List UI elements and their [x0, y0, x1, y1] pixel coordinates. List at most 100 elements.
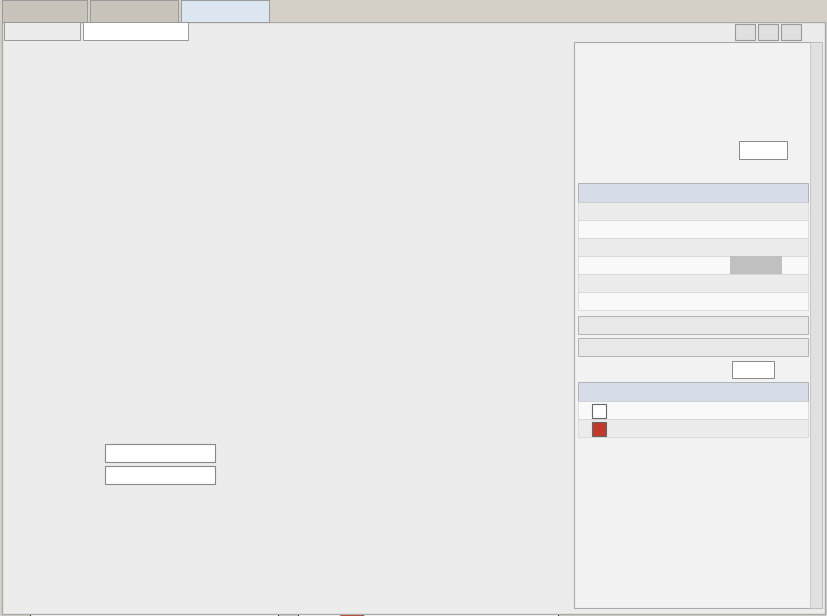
Text: ☑  Show query points: ☑ Show query points — [584, 107, 697, 117]
Text: 1.6966: 1.6966 — [366, 495, 399, 505]
Bar — [358, 582, 363, 596]
Bar — [361, 489, 363, 504]
Bar — [356, 565, 363, 580]
Text: Avg. predicted class score: Avg. predicted class score — [302, 495, 429, 505]
Y-axis label: Predictor: Predictor — [201, 533, 211, 583]
Point — [152, 532, 165, 541]
Point — [160, 559, 173, 569]
Text: 429: 429 — [759, 224, 778, 234]
Point — [177, 559, 190, 569]
Text: Query Point: Query Point — [580, 126, 658, 139]
Text: Show top N predictors: Show top N predictors — [582, 363, 698, 373]
Text: NotUSA: NotUSA — [684, 405, 724, 415]
Text: Class: Class — [690, 387, 719, 397]
Text: Select Query Point: Select Query Point — [67, 47, 227, 62]
Text: Local Shapley ×: Local Shapley × — [90, 26, 180, 36]
Text: Predicted class: Predicted class — [302, 451, 375, 461]
Text: ⊙ Plot: ⊙ Plot — [385, 65, 421, 78]
Text: 2.9886: 2.9886 — [424, 473, 458, 483]
Point — [246, 532, 260, 541]
Text: ▼  Shapley Plot: ▼ Shapley Plot — [582, 342, 672, 352]
Text: Origina...: Origina... — [678, 188, 730, 198]
Title: Model_Year vs. Acceleration: Model_Year vs. Acceleration — [61, 416, 246, 429]
Point — [222, 505, 235, 515]
Point — [157, 532, 170, 541]
Text: 6: 6 — [739, 364, 746, 374]
Text: ▲: ▲ — [778, 143, 784, 149]
Point — [160, 559, 173, 569]
Text: 15: 15 — [714, 278, 726, 288]
Text: ○  Training set: ○ Training set — [584, 75, 660, 85]
Point — [135, 505, 148, 515]
Text: Shapley Explanations: Shapley Explanations — [356, 47, 540, 62]
Text: ▲: ▲ — [764, 362, 770, 368]
Point — [85, 559, 98, 569]
Text: 10: 10 — [766, 206, 778, 216]
Point — [23, 585, 36, 595]
Text: ▼: ▼ — [813, 596, 820, 606]
Point — [271, 425, 284, 435]
Text: 1: 1 — [749, 145, 756, 155]
Text: ▼: ▼ — [778, 151, 784, 157]
Point — [122, 559, 136, 569]
Point — [172, 559, 185, 569]
Text: Acceleration  ▾: Acceleration ▾ — [117, 448, 194, 458]
Text: Custom...: Custom... — [729, 188, 782, 198]
Point — [147, 425, 160, 435]
Text: +: + — [740, 27, 750, 37]
Text: Y variable: Y variable — [37, 469, 93, 479]
Text: X variable: X variable — [37, 447, 93, 457]
Text: ↗: ↗ — [786, 27, 796, 37]
Text: Acceleration: Acceleration — [582, 206, 643, 216]
Text: ○ Table: ○ Table — [435, 65, 480, 78]
Point — [172, 553, 185, 563]
Text: 198: 198 — [760, 242, 778, 252]
Text: Displacement: Displacement — [582, 224, 649, 234]
Point — [271, 479, 284, 488]
Text: ☑ Incorrect: ☑ Incorrect — [130, 491, 189, 501]
Text: ⊙ Plot: ⊙ Plot — [89, 65, 125, 78]
Text: Summary ×: Summary × — [8, 26, 75, 36]
Text: Predictor: Predictor — [603, 188, 653, 198]
Text: Horsepower: Horsepower — [582, 242, 640, 252]
Text: Original
point: Original point — [356, 419, 404, 441]
Text: USA: USA — [372, 451, 392, 461]
Text: ○  Data set index: ○ Data set index — [584, 145, 676, 155]
Point — [271, 425, 284, 435]
Text: 76: 76 — [766, 260, 778, 270]
Text: 4341: 4341 — [701, 296, 726, 306]
Text: ⊙  Test set: ⊙ Test set — [584, 91, 639, 101]
Text: ⊙  What-if analysis: ⊙ What-if analysis — [584, 161, 683, 171]
Point — [184, 585, 198, 595]
Text: Model 1: Model 1 — [22, 6, 66, 16]
Text: 198: 198 — [708, 242, 726, 252]
Text: Model_Year  ▾: Model_Year ▾ — [120, 469, 190, 480]
Text: Model 2.5: Model 2.5 — [194, 6, 256, 16]
Text: −: − — [763, 27, 772, 37]
Point — [122, 580, 136, 590]
Text: USA: USA — [431, 451, 451, 461]
Text: 1.6966: 1.6966 — [424, 495, 458, 505]
Text: ✓: ✓ — [595, 424, 603, 434]
Point — [147, 532, 160, 541]
Text: Custom
point: Custom point — [418, 419, 462, 441]
Text: 10: 10 — [714, 206, 726, 216]
Text: Data: Data — [580, 54, 611, 67]
Text: ▲: ▲ — [813, 44, 820, 54]
Text: ☑ Correct: ☑ Correct — [37, 491, 88, 501]
Bar — [340, 611, 363, 616]
Text: 4341: 4341 — [753, 296, 778, 306]
Text: Score for predicted class: Score for predicted class — [302, 473, 423, 483]
Text: ○ Table: ○ Table — [137, 65, 182, 78]
Text: USA: USA — [693, 423, 715, 433]
Text: Model_Year: Model_Year — [582, 259, 637, 270]
Text: 2.9886: 2.9886 — [366, 473, 399, 483]
Point — [209, 585, 222, 595]
Text: ▼: ▼ — [764, 370, 770, 376]
Legend: Original point, Custom point: Original point, Custom point — [184, 434, 274, 464]
Text: 15: 15 — [766, 278, 778, 288]
Text: 70: 70 — [714, 260, 726, 270]
Point — [98, 479, 111, 488]
Text: Model 2.1: Model 2.1 — [107, 6, 161, 16]
Text: ⋮: ⋮ — [805, 4, 819, 18]
